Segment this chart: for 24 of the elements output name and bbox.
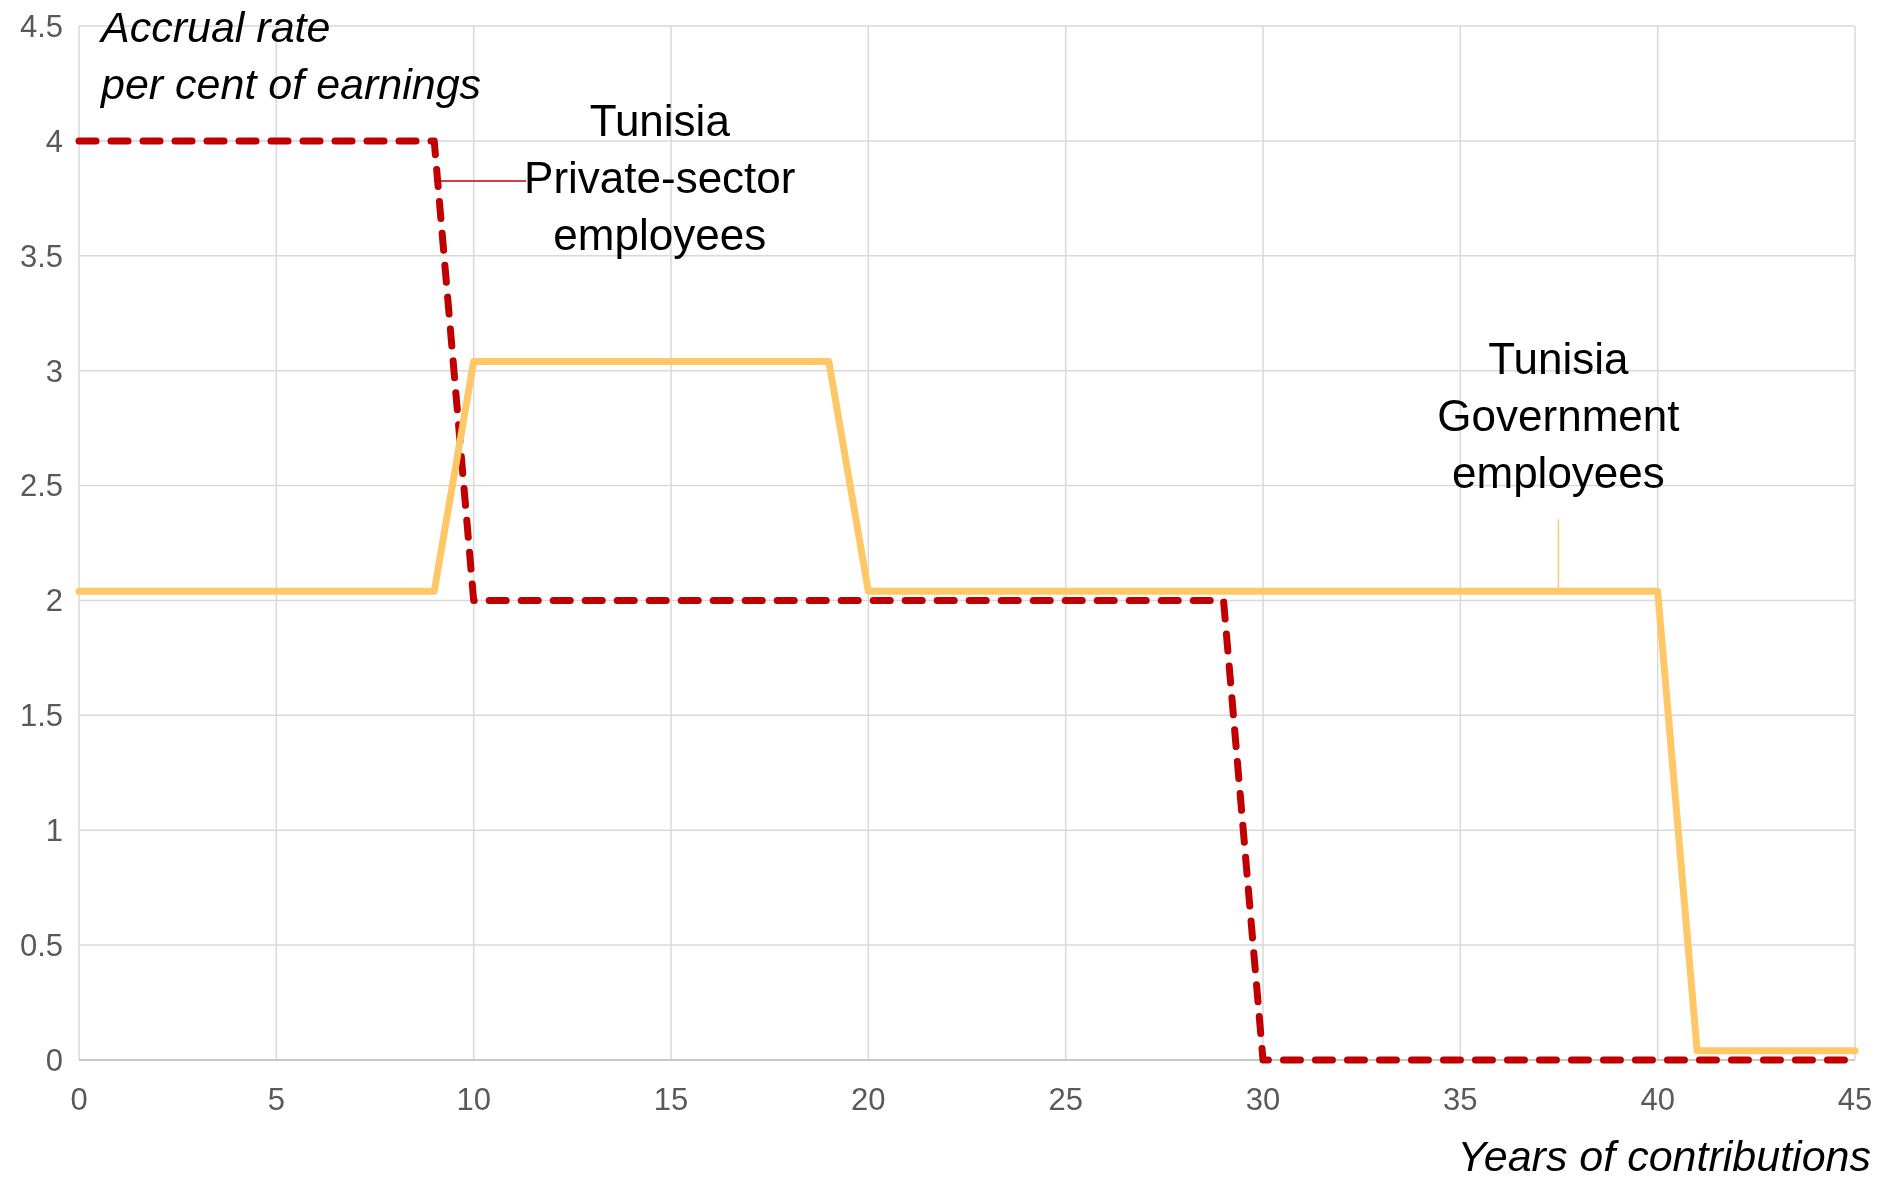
x-tick-label: 0 [70, 1082, 88, 1117]
y-tick-label: 4.5 [19, 8, 63, 44]
y-tick-label: 2.5 [19, 468, 63, 504]
x-tick-label: 25 [1048, 1082, 1083, 1117]
y-tick-label: 3.5 [19, 238, 63, 274]
x-tick-label: 5 [267, 1082, 285, 1117]
x-tick-label: 30 [1245, 1082, 1281, 1117]
series-label: Tunisia Private-sector employees [524, 95, 796, 259]
y-axis-title: Accrual rate per cent of earnings [98, 3, 482, 108]
y-tick-label: 2 [45, 583, 63, 619]
x-tick-label: 15 [653, 1082, 689, 1117]
y-tick-label: 0.5 [19, 927, 63, 963]
y-tick-label: 0 [45, 1042, 63, 1078]
x-tick-label: 10 [456, 1082, 491, 1117]
text: Tunisia Government employees [1437, 334, 1680, 498]
y-tick-label: 4 [45, 123, 63, 159]
x-tick-label: 35 [1443, 1082, 1478, 1117]
x-axis-title: Years of contributions [1457, 1132, 1871, 1180]
x-tick-label: 40 [1640, 1082, 1675, 1117]
y-tick-label: 3 [45, 353, 63, 389]
x-tick-label: 45 [1837, 1082, 1873, 1117]
y-tick-label: 1 [45, 813, 63, 849]
y-tick-label: 1.5 [19, 698, 63, 734]
x-tick-label: 20 [851, 1082, 886, 1117]
